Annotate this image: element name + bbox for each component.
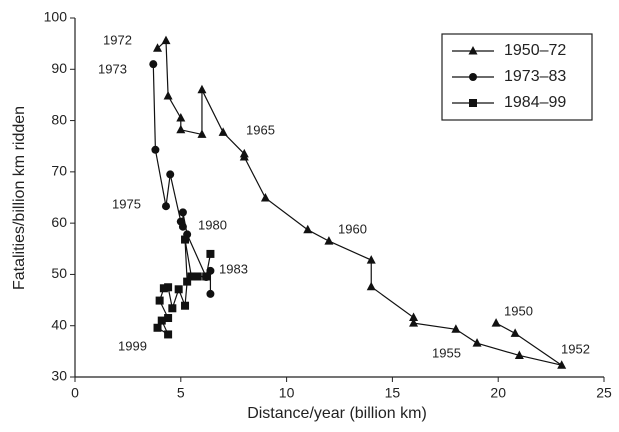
- data-point: [159, 284, 168, 293]
- data-point: [174, 285, 183, 294]
- data-point: [451, 324, 461, 333]
- data-point: [181, 235, 190, 244]
- data-point: [366, 281, 376, 291]
- data-point: [206, 289, 215, 298]
- annotation: 1952: [561, 341, 590, 356]
- annotation: 1955: [432, 345, 461, 360]
- data-point: [303, 224, 313, 234]
- data-point: [166, 170, 175, 179]
- data-point: [164, 330, 173, 339]
- legend-marker: [469, 99, 477, 107]
- x-tick-label: 0: [71, 385, 79, 401]
- data-point: [157, 316, 166, 325]
- data-point: [151, 145, 160, 154]
- data-point: [197, 84, 207, 94]
- data-point: [183, 277, 192, 286]
- data-point: [193, 272, 202, 281]
- legend-marker: [469, 73, 477, 81]
- data-point: [239, 148, 249, 158]
- data-point: [181, 301, 190, 310]
- data-point: [202, 272, 211, 281]
- legend-marker: [468, 46, 478, 55]
- y-tick-label: 40: [51, 316, 67, 332]
- data-point: [178, 208, 187, 217]
- data-point: [260, 193, 270, 202]
- data-point: [218, 127, 228, 136]
- data-point: [178, 222, 187, 231]
- annotation: 1973: [98, 61, 127, 76]
- y-tick-label: 90: [51, 60, 67, 76]
- data-point: [409, 318, 419, 327]
- y-tick-label: 70: [51, 163, 67, 179]
- data-point: [153, 323, 162, 332]
- data-point: [324, 236, 334, 245]
- y-tick-label: 50: [51, 265, 67, 281]
- data-point: [409, 312, 419, 322]
- data-point: [161, 202, 170, 211]
- x-tick-label: 10: [279, 385, 295, 401]
- annotation: 1980: [198, 217, 227, 232]
- annotation: 1965: [246, 122, 275, 137]
- annotation: 1983: [219, 261, 248, 276]
- annotation: 1960: [338, 221, 367, 236]
- annotation: 1972: [103, 32, 132, 47]
- y-tick-label: 60: [51, 214, 67, 230]
- data-point: [366, 255, 376, 264]
- legend-label: 1950–72: [504, 42, 566, 59]
- legend-label: 1984–99: [504, 94, 566, 111]
- data-point: [168, 304, 177, 313]
- data-point: [514, 350, 524, 359]
- annotation: 1950: [504, 303, 533, 318]
- y-tick-label: 80: [51, 111, 67, 127]
- data-point: [557, 360, 567, 369]
- annotation: 1999: [118, 338, 147, 353]
- data-point: [197, 129, 207, 138]
- x-tick-label: 15: [385, 385, 401, 401]
- data-point: [176, 124, 186, 134]
- x-tick-label: 25: [596, 385, 612, 401]
- data-point: [149, 60, 158, 69]
- annotation: 1975: [112, 196, 141, 211]
- data-point: [163, 90, 173, 100]
- data-point: [164, 283, 173, 292]
- x-tick-label: 5: [177, 385, 185, 401]
- data-point: [491, 318, 501, 327]
- data-point: [187, 272, 196, 281]
- data-point: [472, 338, 482, 347]
- y-axis-label: Fatalities/billion km ridden: [11, 106, 28, 290]
- y-tick-label: 100: [44, 9, 68, 25]
- data-point: [161, 35, 171, 45]
- data-point: [164, 314, 173, 323]
- y-tick-label: 30: [51, 368, 67, 384]
- data-point: [176, 113, 186, 122]
- data-point: [153, 43, 163, 52]
- data-point: [510, 328, 520, 337]
- x-tick-label: 20: [490, 385, 506, 401]
- data-point: [155, 296, 164, 305]
- x-axis-label: Distance/year (billion km): [247, 405, 427, 422]
- legend-label: 1973–83: [504, 68, 566, 85]
- data-point: [206, 249, 215, 258]
